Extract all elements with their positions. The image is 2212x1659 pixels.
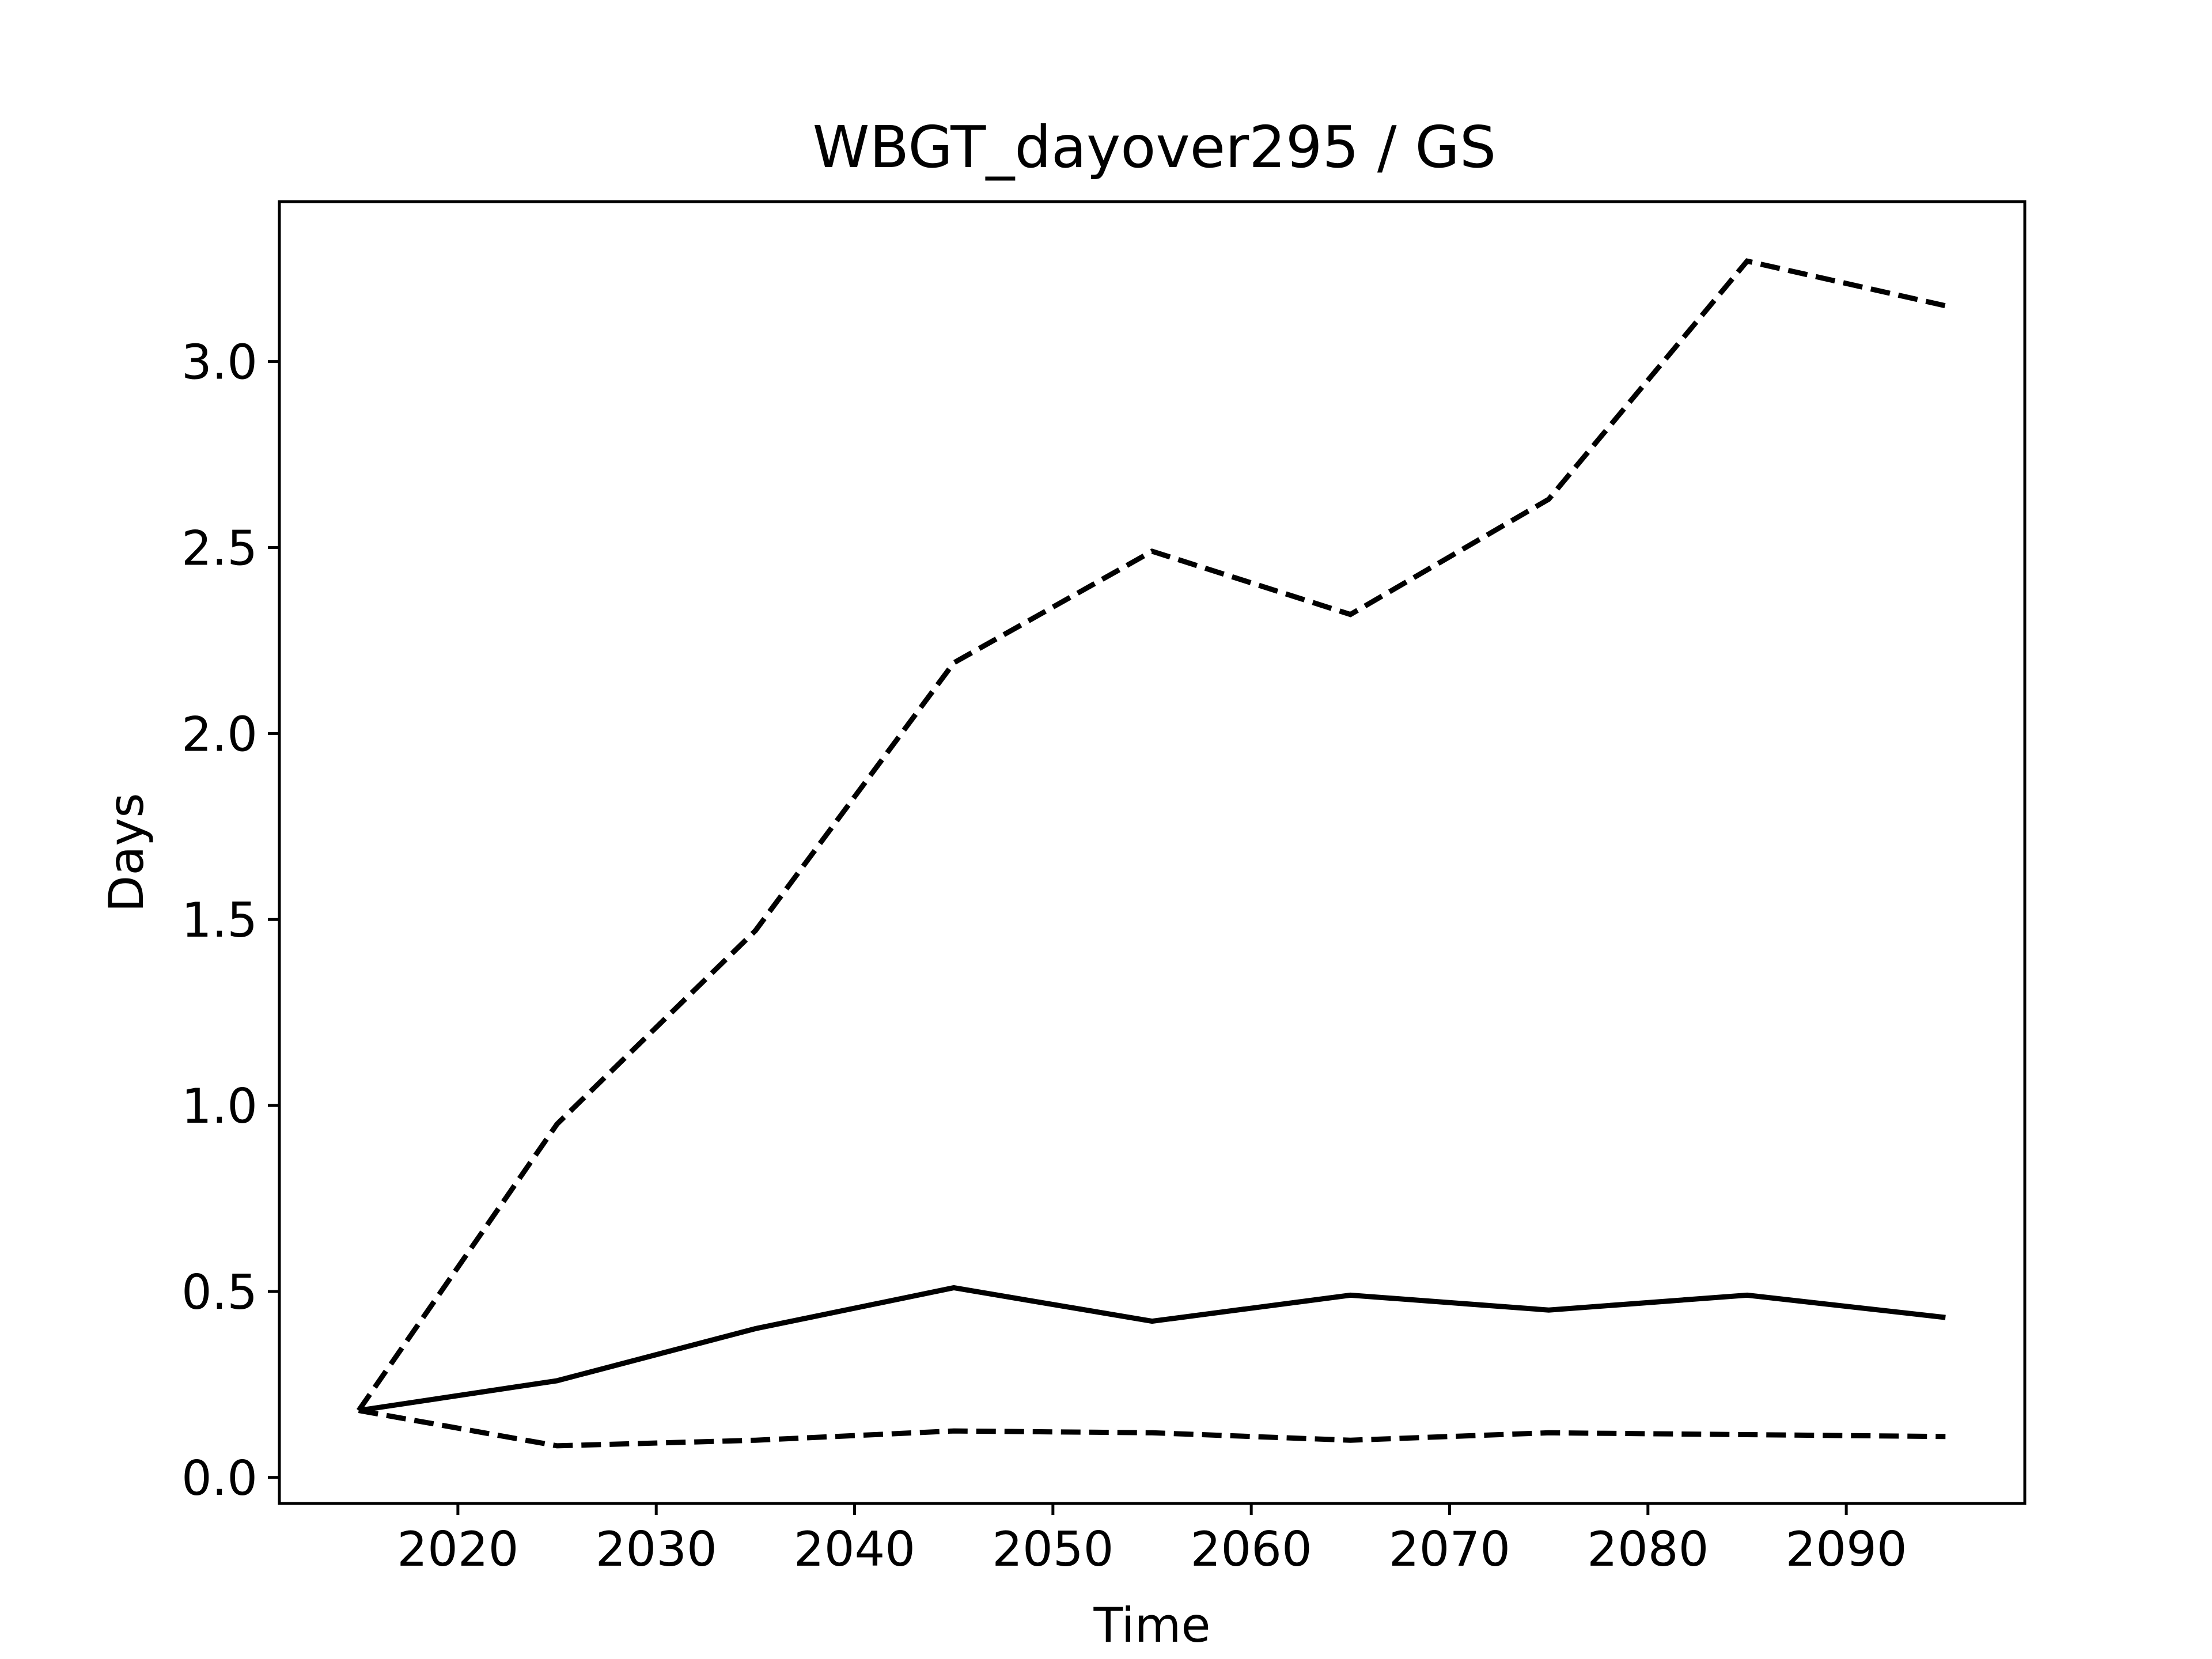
x-axis: 2020 2030 2040 2050 2060 2070 2080 2090: [397, 1503, 1907, 1577]
y-tick-label: 1.0: [181, 1078, 257, 1134]
plot-frame: [278, 200, 2027, 1505]
x-tick-label: 2030: [596, 1521, 717, 1577]
series-line-2-solid: [358, 1285, 1946, 1414]
series-layer: [357, 258, 1946, 1449]
x-tick-label: 2050: [992, 1521, 1113, 1577]
y-axis-title: Days: [99, 793, 154, 912]
series-line-3-dashed: [358, 1408, 1946, 1449]
y-tick-label: 2.0: [181, 706, 257, 762]
y-tick-label: 2.5: [181, 521, 257, 577]
y-axis: 0.0 0.5 1.0 1.5 2.0 2.5 3.0: [181, 335, 279, 1506]
x-tick-label: 2090: [1785, 1521, 1907, 1577]
x-axis-title: Time: [1093, 1597, 1210, 1653]
y-tick-label: 1.5: [181, 892, 257, 948]
y-tick-label: 0.0: [181, 1450, 257, 1506]
x-tick-label: 2080: [1587, 1521, 1709, 1577]
x-tick-label: 2060: [1191, 1521, 1312, 1577]
y-tick-label: 0.5: [181, 1264, 257, 1320]
x-tick-label: 2070: [1389, 1521, 1510, 1577]
y-tick-label: 3.0: [181, 335, 257, 391]
chart-title: WBGT_dayover295 / GS: [813, 113, 1497, 181]
x-tick-label: 2040: [794, 1521, 915, 1577]
series-line-1-dashed: [357, 258, 1946, 1412]
x-tick-label: 2020: [397, 1521, 518, 1577]
